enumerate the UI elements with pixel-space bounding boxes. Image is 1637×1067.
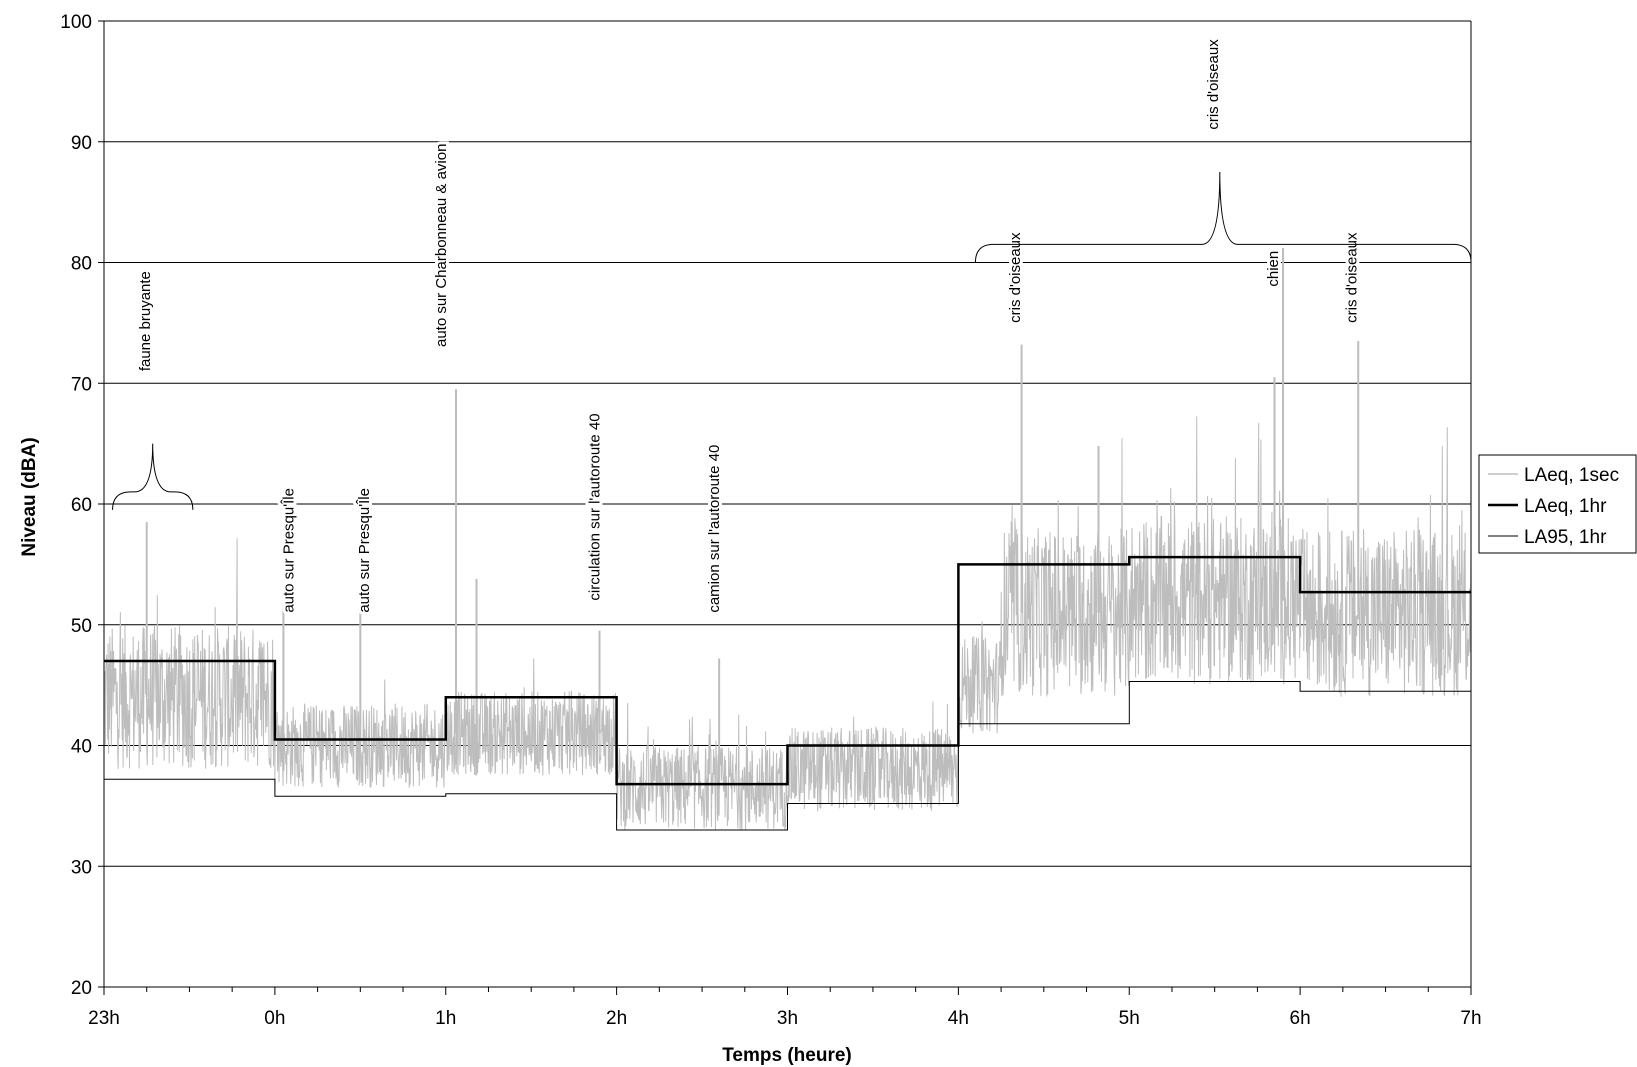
legend-label-2: LA95, 1hr <box>1524 527 1607 548</box>
annotation-1: auto sur Presqu'Île <box>281 488 298 613</box>
x-axis-title: Temps (heure) <box>722 1045 852 1066</box>
y-tick-label-90: 90 <box>71 133 92 154</box>
brace-0 <box>112 443 194 510</box>
x-tick-label-7: 6h <box>1290 1008 1311 1029</box>
x-tick-label-4: 3h <box>777 1008 798 1029</box>
annotation-3: auto sur Charbonneau & avion <box>433 144 450 347</box>
annotation-6: cris d'oiseaux <box>1007 232 1024 323</box>
annotation-8: chien <box>1265 251 1282 287</box>
y-tick-label-60: 60 <box>71 495 92 516</box>
x-tick-label-3: 2h <box>606 1008 627 1029</box>
x-tick-label-0: 23h <box>88 1008 120 1029</box>
y-tick-label-20: 20 <box>71 978 92 999</box>
gridlines <box>104 141 1471 867</box>
annotations: faune bruyante auto sur Presqu'Île auto su… <box>112 36 1472 616</box>
annotation-2: auto sur Presqu'Île <box>356 488 373 613</box>
y-tick-label-70: 70 <box>71 374 92 395</box>
y-axis-title: Niveau (dBA) <box>19 437 40 556</box>
x-tick-label-2: 1h <box>435 1008 456 1029</box>
x-tick-label-1: 0h <box>264 1008 285 1029</box>
legend-label-1: LAeq, 1hr <box>1524 496 1607 517</box>
legend-label-0: LAeq, 1sec <box>1524 465 1619 486</box>
x-tick-label-5: 4h <box>948 1008 969 1029</box>
series-la95-1hr <box>104 681 1471 831</box>
x-tick-label-6: 5h <box>1119 1008 1140 1029</box>
annotation-5: camion sur l'autoroute 40 <box>706 445 723 613</box>
annotation-9: cris d'oiseaux <box>1344 232 1361 323</box>
la95-1hr-line <box>104 681 1471 831</box>
brace-1 <box>974 171 1472 263</box>
annotation-4: circulation sur l'autoroute 40 <box>587 413 604 600</box>
axes: 20 30 40 50 60 70 80 90 100 23h 0h 1h 2h 3h 4h 5h 6h 7h <box>60 12 1481 1029</box>
laeq-1hr-line <box>104 555 1471 786</box>
annotation-7: cris d'oiseaux <box>1205 39 1222 130</box>
series-laeq-1sec <box>103 248 1472 830</box>
y-tick-label-100: 100 <box>60 12 92 33</box>
x-tick-label-8: 7h <box>1460 1008 1481 1029</box>
series-laeq-1hr <box>104 555 1471 786</box>
y-tick-label-80: 80 <box>71 254 92 275</box>
y-tick-label-30: 30 <box>71 857 92 878</box>
annotation-0: faune bruyante <box>137 271 154 371</box>
legend: LAeq, 1sec LAeq, 1hr LA95, 1hr <box>1478 454 1637 554</box>
y-tick-label-40: 40 <box>71 737 92 758</box>
y-tick-label-50: 50 <box>71 616 92 637</box>
